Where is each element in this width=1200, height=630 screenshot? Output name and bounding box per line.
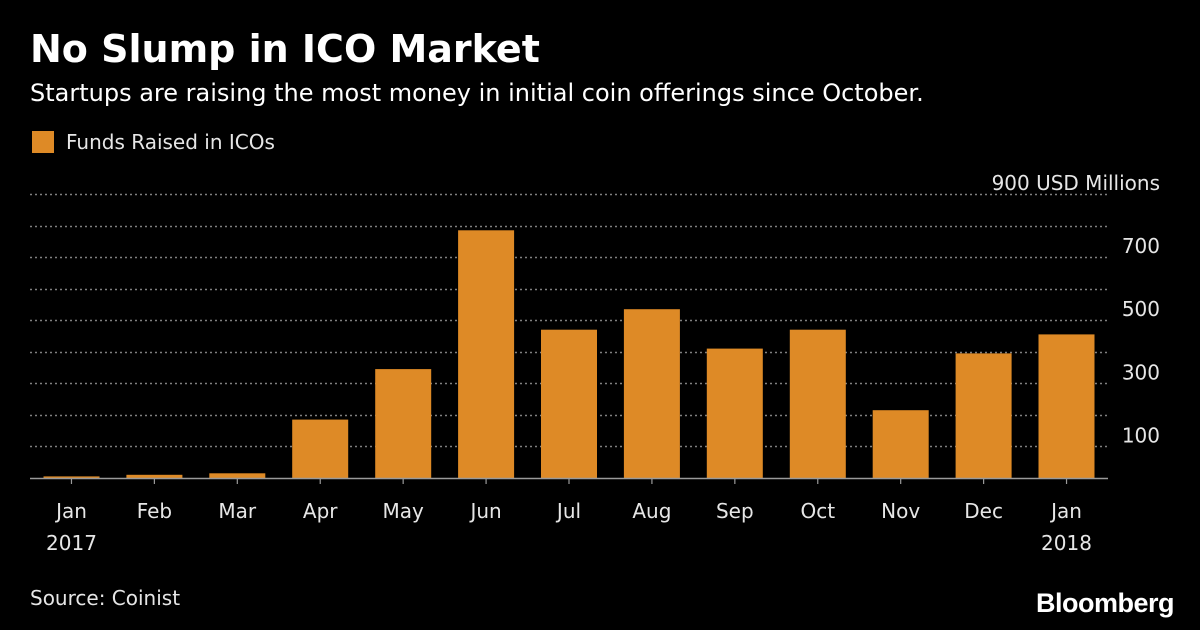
x-tick-label: 2017 [46, 531, 97, 555]
x-tick-label: Jul [555, 499, 581, 523]
y-tick-label: 500 [1122, 297, 1160, 321]
bar [126, 474, 183, 478]
x-tick-label: May [383, 499, 425, 523]
chart-subtitle: Startups are raising the most money in i… [30, 79, 924, 107]
bar [375, 369, 432, 478]
y-tick-label: 700 [1122, 234, 1160, 258]
bar [43, 476, 100, 478]
legend-swatch [32, 131, 54, 153]
source-note: Source: Coinist [30, 586, 181, 610]
bar [458, 230, 515, 478]
x-tick-label: Aug [632, 499, 671, 523]
x-tick-label: Apr [303, 499, 338, 523]
legend: Funds Raised in ICOs [32, 128, 275, 156]
bar [955, 353, 1012, 478]
bar [292, 419, 349, 478]
bloomberg-logo: Bloomberg [1035, 588, 1175, 618]
x-tick-label: 2018 [1041, 531, 1092, 555]
bar [872, 410, 929, 478]
x-tick-label: Sep [716, 499, 754, 523]
bar [209, 473, 266, 478]
x-tick-label: Nov [881, 499, 920, 523]
bar [623, 309, 680, 478]
bar [541, 329, 597, 478]
chart-title: No Slump in ICO Market [30, 27, 540, 71]
bar [1038, 334, 1095, 478]
x-tick-label: Oct [801, 499, 836, 523]
bar [706, 348, 763, 478]
x-tick-label: Jan [54, 499, 87, 523]
x-tick-label: Feb [137, 499, 172, 523]
y-tick-label: 300 [1122, 360, 1160, 384]
y-tick-label: 100 [1122, 423, 1160, 447]
x-tick-label: Jan [1049, 499, 1082, 523]
x-tick-label: Dec [964, 499, 1003, 523]
y-tick-label: 900 USD Millions [992, 171, 1160, 195]
bar [789, 329, 846, 478]
legend-label: Funds Raised in ICOs [66, 130, 275, 154]
x-tick-label: Jun [468, 499, 501, 523]
x-tick-label: Mar [218, 499, 257, 523]
